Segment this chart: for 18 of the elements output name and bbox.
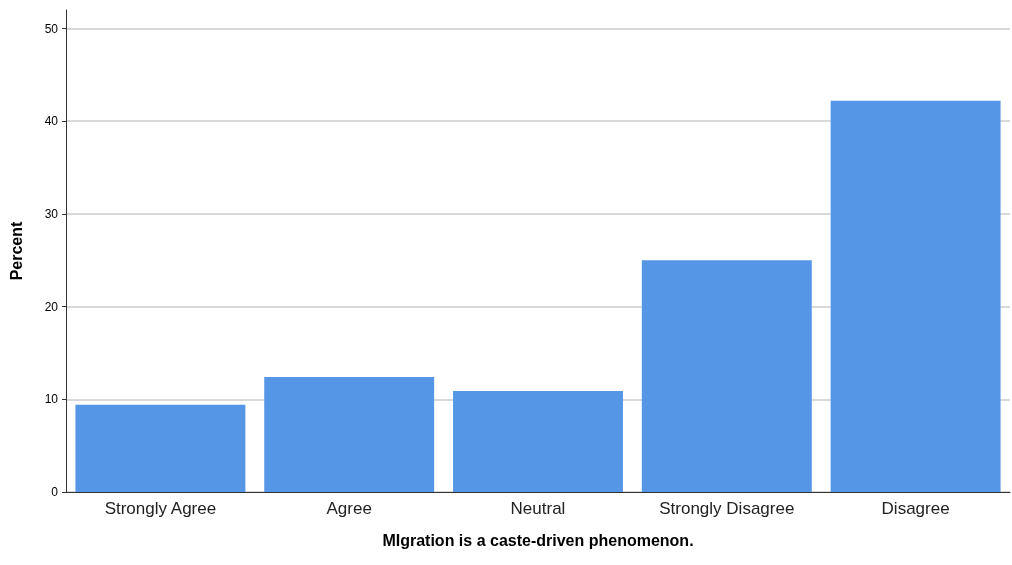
y-tick-label: 10 bbox=[44, 392, 59, 407]
x-tick-label: Disagree bbox=[881, 499, 950, 518]
y-axis-title: Percent bbox=[7, 220, 25, 281]
y-tick-label: 0 bbox=[51, 485, 59, 499]
x-tick-label: Neutral bbox=[510, 499, 566, 518]
y-tick-label: 40 bbox=[44, 114, 59, 129]
bar bbox=[830, 100, 1001, 492]
x-axis-title: MIgration is a caste-driven phenomenon. bbox=[382, 531, 694, 549]
y-tick-label: 50 bbox=[44, 21, 59, 36]
y-tick-label: 20 bbox=[44, 299, 59, 314]
x-tick-label: Strongly Agree bbox=[104, 499, 217, 518]
x-tick-label: Agree bbox=[326, 499, 372, 518]
y-tick-label: 30 bbox=[44, 206, 59, 221]
bar bbox=[641, 260, 812, 492]
bar bbox=[75, 404, 246, 492]
x-tick-label: Strongly Disagree bbox=[659, 499, 795, 518]
bar bbox=[453, 390, 623, 492]
bar bbox=[264, 377, 435, 492]
